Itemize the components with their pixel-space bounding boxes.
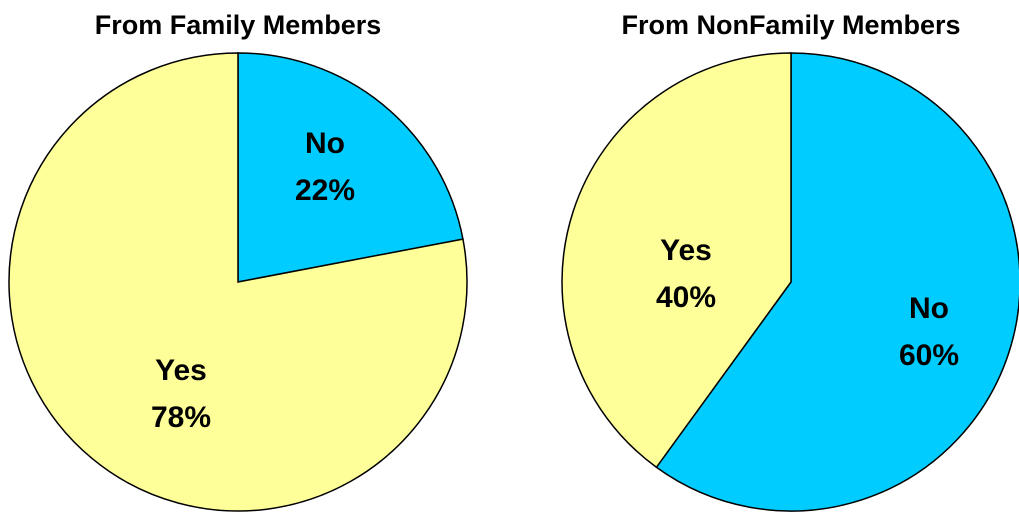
slice-value-family-yes: 78% bbox=[151, 401, 211, 434]
slice-value-family-no: 22% bbox=[295, 174, 355, 207]
slice-value-nonfamily-yes: 40% bbox=[656, 281, 716, 314]
chart-title-nonfamily: From NonFamily Members bbox=[621, 10, 960, 40]
pie-slice-family-no bbox=[237, 52, 464, 283]
slice-value-nonfamily-no: 60% bbox=[899, 339, 959, 372]
pie-slice-family-yes bbox=[8, 52, 468, 512]
slice-label-family-yes: Yes bbox=[155, 354, 207, 387]
slice-label-family-no: No bbox=[305, 127, 345, 160]
pie-chart-nonfamily: From NonFamily Members Yes 40% No 60% bbox=[561, 10, 1019, 512]
pie-chart-family: From Family Members No 22% Yes 78% bbox=[8, 10, 468, 512]
slice-label-nonfamily-no: No bbox=[909, 292, 949, 325]
pie-slice-nonfamily-yes bbox=[561, 52, 792, 469]
chart-title-family: From Family Members bbox=[95, 10, 382, 40]
pie-slice-nonfamily-no bbox=[655, 52, 1019, 512]
slice-label-nonfamily-yes: Yes bbox=[660, 234, 712, 267]
